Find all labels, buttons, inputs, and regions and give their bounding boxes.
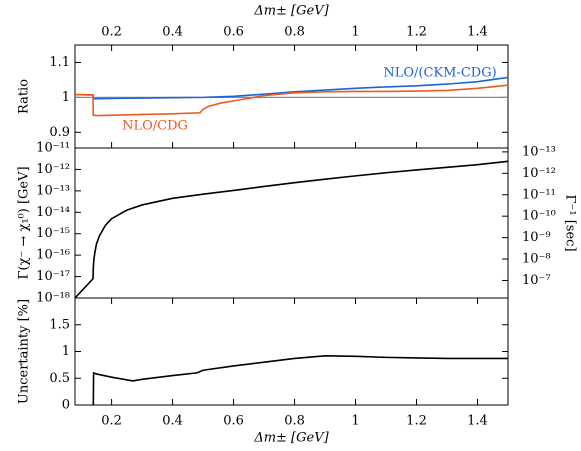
x-tick-label: 1.4	[467, 414, 488, 429]
y-tick-label: 10⁻¹⁶	[36, 248, 70, 263]
data-line	[74, 160, 509, 299]
y-tick-label: 10⁻¹⁷	[36, 269, 70, 284]
y-tick-label: 1.1	[49, 55, 70, 70]
y-tick-label: 0.5	[49, 371, 70, 386]
plot-frame	[74, 297, 509, 406]
x-axis-label: Δm± [GeV]	[253, 4, 329, 19]
series-label: NLO/CDG	[122, 119, 188, 134]
x-tick-label: 0.4	[162, 414, 183, 429]
y-tick-label: 1.5	[49, 317, 70, 332]
x-tick-label: 0.6	[223, 25, 244, 40]
y-tick-label: 10⁻¹³	[36, 183, 70, 198]
y2-tick-label: 10⁻⁹	[522, 230, 551, 245]
y-tick-label: 1	[62, 90, 70, 105]
x-tick-label: 1.4	[467, 25, 488, 40]
series-label: NLO/(CKM-CDG)	[383, 66, 496, 81]
data-line	[74, 84, 509, 117]
y-tick-label: 10⁻¹²	[36, 162, 70, 177]
y-tick-label: 1	[62, 344, 70, 359]
plot-frame	[74, 147, 509, 299]
y-axis-label: Ratio	[17, 79, 32, 114]
y-tick-label: 0.9	[49, 125, 70, 140]
y2-tick-label: 10⁻⁸	[522, 252, 551, 267]
y2-tick-label: 10⁻¹¹	[522, 187, 556, 202]
y2-tick-label: 10⁻¹²	[522, 166, 556, 181]
y-tick-label: 0	[62, 398, 70, 413]
x-tick-label: 0.2	[101, 25, 122, 40]
y-tick-label: 10⁻¹⁴	[36, 205, 70, 220]
y2-tick-label: 10⁻⁷	[522, 273, 551, 288]
data-line	[74, 76, 509, 100]
y2-axis-label: Γ⁻¹ [sec]	[563, 194, 578, 251]
x-tick-label: 0.4	[162, 25, 183, 40]
x-tick-label: 1	[351, 25, 359, 40]
x-tick-label: 0.6	[223, 414, 244, 429]
x-tick-label: 1.2	[406, 25, 427, 40]
x-tick-label: 0.8	[284, 414, 305, 429]
x-tick-label: 1	[351, 414, 359, 429]
y-axis-label: Uncertainty [%]	[17, 299, 32, 404]
x-tick-label: 0.8	[284, 25, 305, 40]
y-axis-label: Γ(χ⁻ → χ₁⁰) [GeV]	[17, 166, 32, 279]
y-tick-label: 10⁻¹¹	[36, 141, 70, 156]
x-tick-label: 0.2	[101, 414, 122, 429]
y-tick-label: 10⁻¹⁸	[36, 291, 70, 306]
y2-tick-label: 10⁻¹⁰	[522, 209, 556, 224]
x-axis-label: Δm± [GeV]	[253, 431, 329, 446]
y2-tick-label: 10⁻¹³	[522, 144, 556, 159]
x-tick-label: 1.2	[406, 414, 427, 429]
y-tick-label: 10⁻¹⁵	[36, 226, 70, 241]
data-line	[92, 354, 508, 406]
